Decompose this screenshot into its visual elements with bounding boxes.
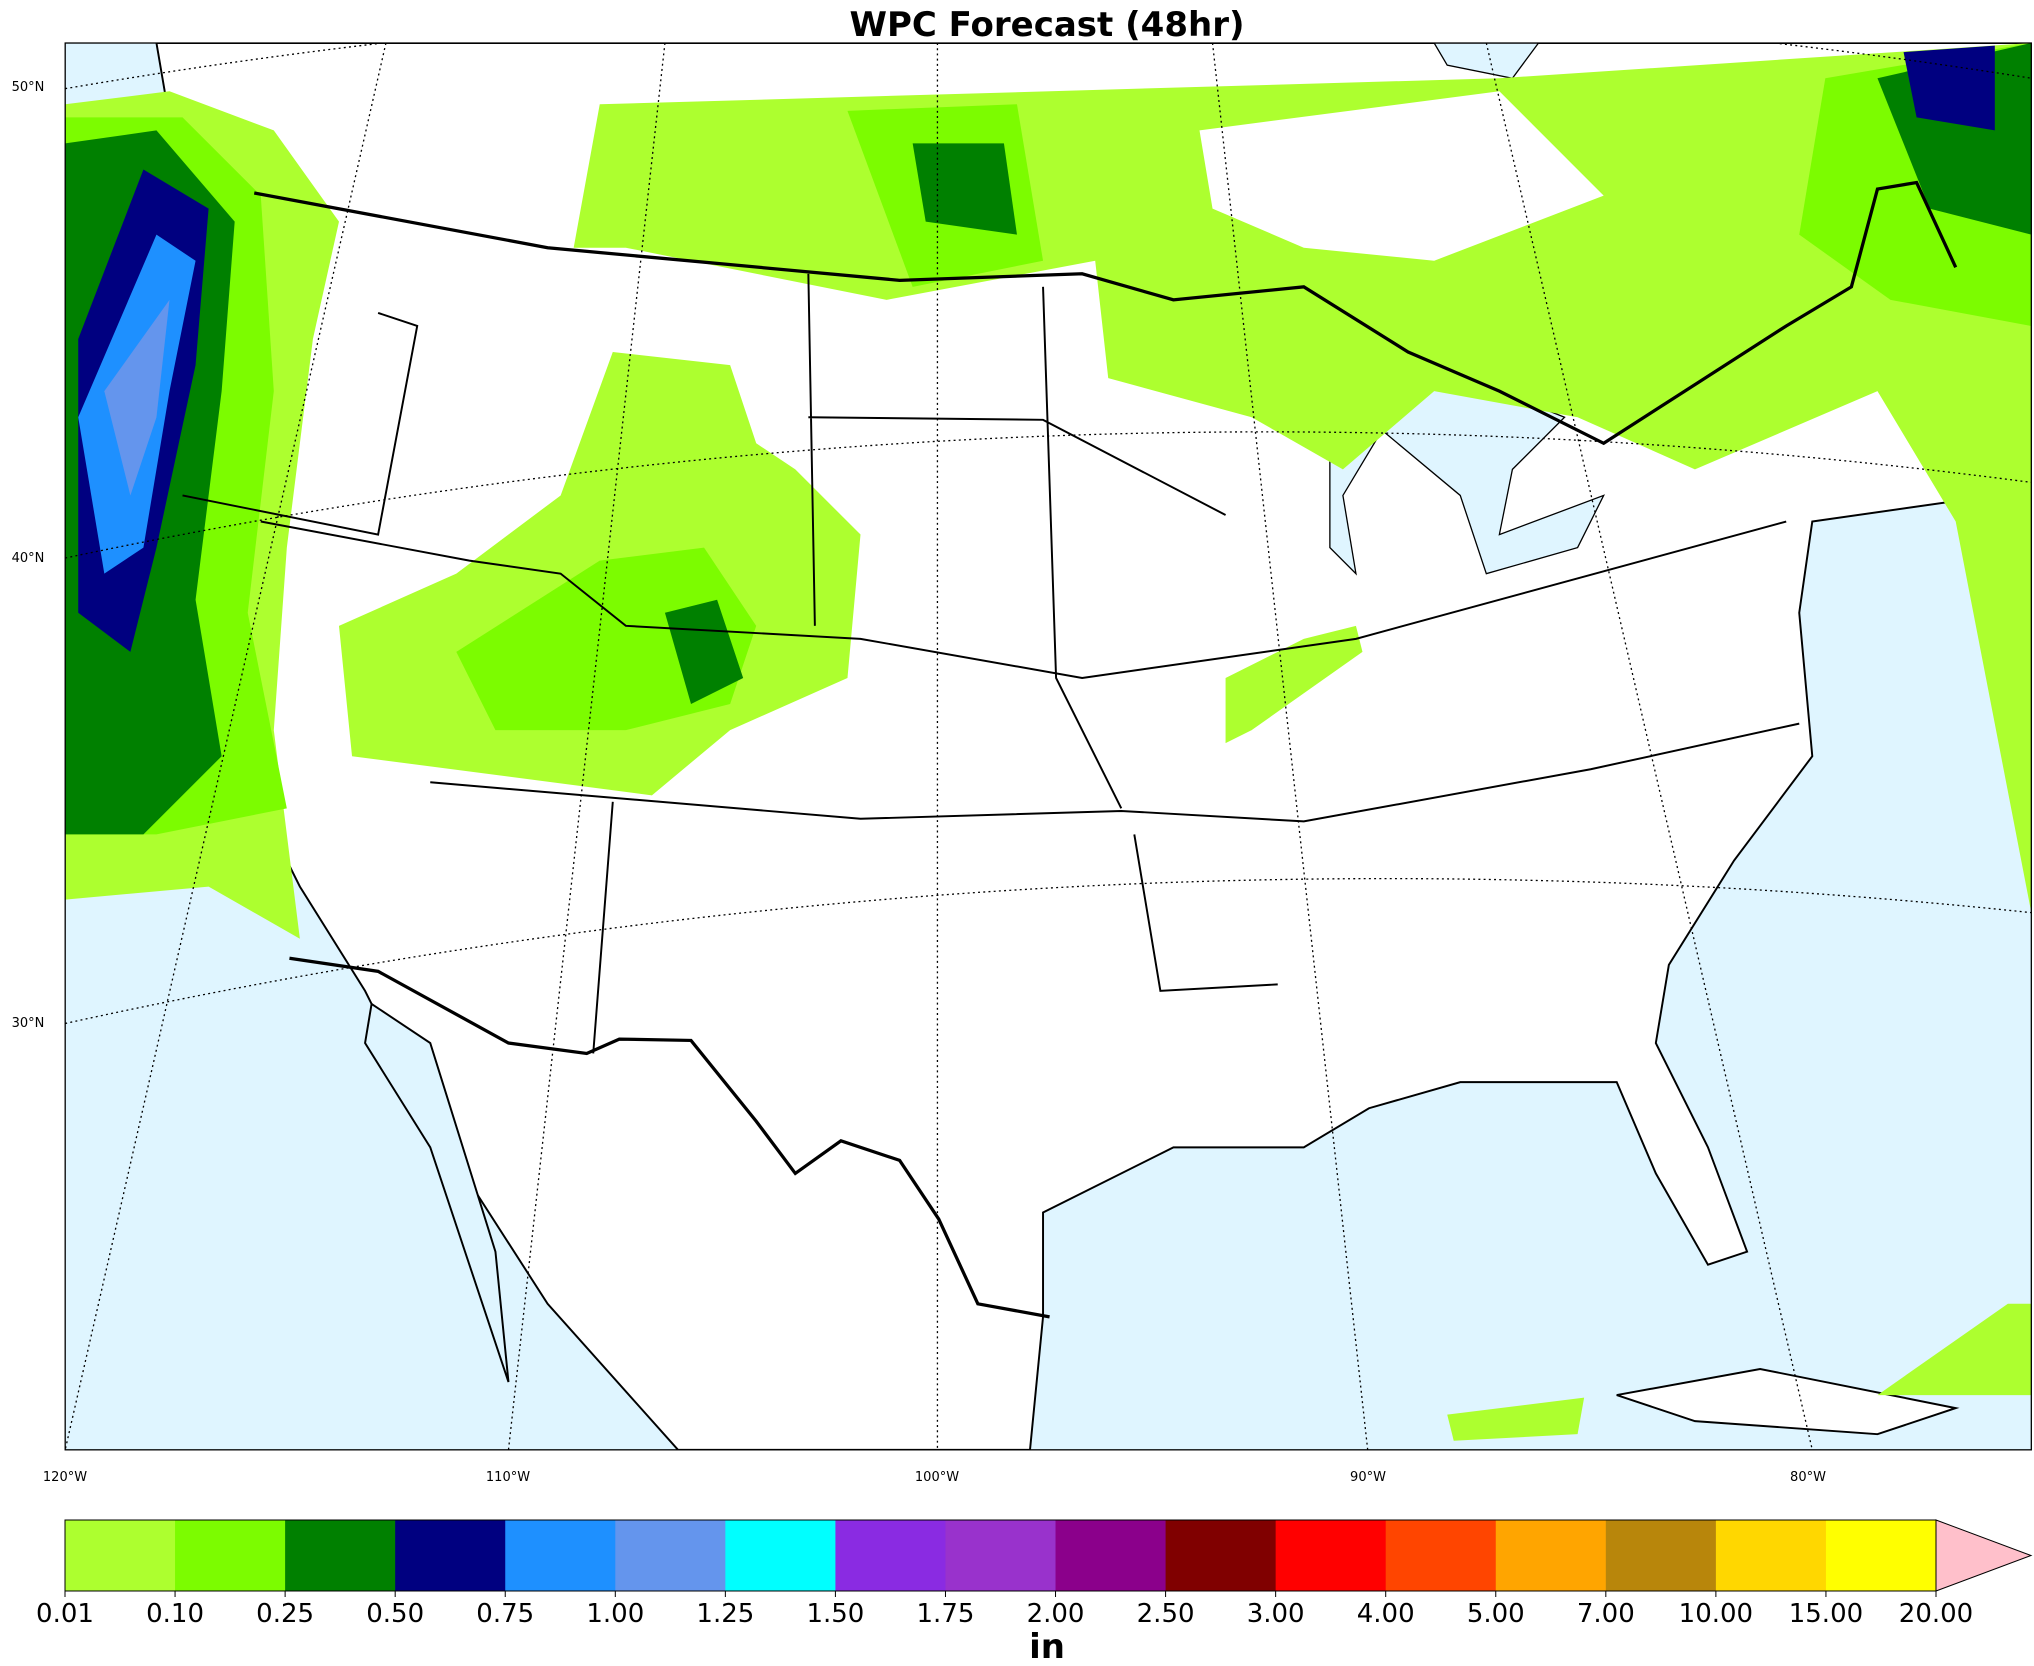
latitude-label: 40°N <box>12 551 45 566</box>
colorbar-tick-label: 3.00 <box>1247 1599 1305 1629</box>
colorbar-tick-label: 10.00 <box>1679 1599 1753 1629</box>
colorbar-tick-label: 7.00 <box>1577 1599 1635 1629</box>
gulf-of-california <box>364 1002 510 1383</box>
precip-area <box>664 599 744 705</box>
precip-area <box>1447 1397 1585 1441</box>
precip-area <box>1903 45 1995 131</box>
colorbar-segment <box>1605 1520 1717 1591</box>
state-lines <box>182 273 1800 1054</box>
latitude-label: 50°N <box>12 80 45 95</box>
colorbar-frame <box>64 1519 1937 1592</box>
colorbar-tick-label: 1.25 <box>696 1599 754 1629</box>
colorbar-tick-label: 0.75 <box>476 1599 534 1629</box>
colorbar-segment <box>1055 1520 1167 1591</box>
border-us-canada <box>253 180 1958 446</box>
colorbar-tick-label: 15.00 <box>1789 1599 1863 1629</box>
colorbar-tick-label: 1.75 <box>917 1599 975 1629</box>
map <box>64 42 2032 1451</box>
longitude-label: 110°W <box>486 1470 530 1485</box>
colorbar-segment <box>945 1520 1057 1591</box>
colorbar-segment <box>725 1520 836 1591</box>
colorbar-tick-label: 1.00 <box>586 1599 644 1629</box>
colorbar-segment <box>1275 1520 1387 1591</box>
colorbar-segment <box>505 1520 616 1591</box>
colorbar-segment <box>395 1520 506 1591</box>
colorbar-segment <box>65 1520 176 1591</box>
colorbar-tick-label: 0.25 <box>256 1599 314 1629</box>
colorbar-tick-label: 2.00 <box>1027 1599 1085 1629</box>
colorbar-label: in <box>1029 1627 1065 1666</box>
colorbar-segment <box>1385 1520 1497 1591</box>
precip-area <box>104 299 170 496</box>
colorbar-tick-label: 2.50 <box>1137 1599 1195 1629</box>
longitude-label: 80°W <box>1790 1470 1826 1485</box>
precip-area <box>1877 1303 2032 1396</box>
precip-area <box>912 143 1017 235</box>
colorbar-segment <box>1715 1520 1827 1591</box>
colorbar-segment <box>175 1520 286 1591</box>
map-title: WPC Forecast (48hr) <box>849 5 1244 45</box>
precip-area <box>456 547 757 731</box>
colorbar-segment <box>835 1520 946 1591</box>
precip-area <box>1225 625 1363 744</box>
dry-area <box>1199 91 1604 261</box>
colorbar-tick-label: 0.10 <box>146 1599 204 1629</box>
colorbar-tick-label: 4.00 <box>1357 1599 1415 1629</box>
colorbar-tick-label: 0.01 <box>36 1599 94 1629</box>
longitude-label: 120°W <box>43 1470 87 1485</box>
colorbar-tick-label: 5.00 <box>1467 1599 1525 1629</box>
border-us-mexico <box>289 956 1050 1319</box>
colorbar-tick-label: 1.50 <box>806 1599 864 1629</box>
colorbar-tick-label: 20.00 <box>1899 1599 1973 1629</box>
cuba <box>1616 1367 1960 1436</box>
map-frame <box>64 42 2032 1451</box>
longitude-label: 100°W <box>915 1470 959 1485</box>
colorbar: 0.01 0.10 0.25 0.50 0.75 1.00 1.25 1.50 1.75 2.00… <box>36 1519 2033 1666</box>
colorbar-tick-label: 0.50 <box>366 1599 424 1629</box>
latitude-label: 30°N <box>12 1016 45 1031</box>
colorbar-segment <box>1495 1520 1607 1591</box>
colorbar-segment <box>1165 1520 1277 1591</box>
colorbar-segment <box>285 1520 396 1591</box>
colorbar-extend <box>1935 1519 2033 1592</box>
longitude-label: 90°W <box>1350 1470 1386 1485</box>
colorbar-segment <box>1825 1520 1937 1591</box>
colorbar-segment <box>615 1520 726 1591</box>
graticule <box>65 43 2032 1450</box>
